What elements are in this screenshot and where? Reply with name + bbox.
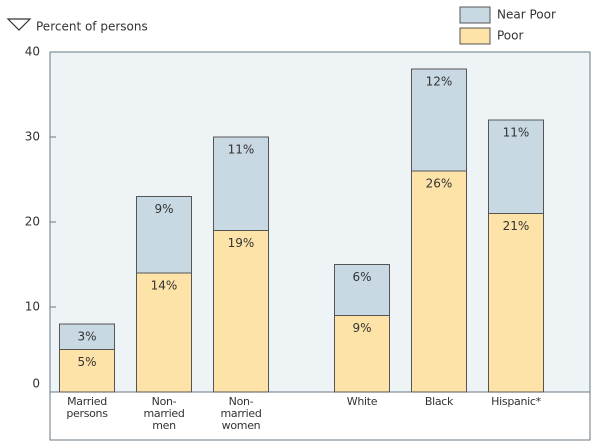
value-label: 19% [228,236,255,250]
value-label: 26% [426,177,453,191]
bar-segment [411,68,467,172]
legend-swatch [459,27,491,45]
value-label: 3% [77,330,96,344]
legend-label: Near Poor [497,8,556,22]
value-label: 14% [151,279,178,293]
y-axis-label: Percent of persons [36,20,148,34]
value-label: 11% [503,126,530,140]
value-label: 21% [503,219,530,233]
legend-label: Poor [497,29,523,43]
x-tick-label: Hispanic* [491,395,541,408]
bar-segment [488,119,544,214]
bar-segment [411,170,467,393]
legend-swatch [459,6,491,24]
y-tick-label: 40 [25,45,40,59]
value-label: 5% [77,355,96,369]
y-tick-label: 20 [25,215,40,229]
value-label: 9% [154,202,173,216]
category-band [49,391,591,441]
bar-segment [334,264,390,316]
x-tick-label: Non- married men [143,395,185,432]
value-label: 6% [352,270,371,284]
bar-segment [488,213,544,393]
bar-segment [334,315,390,393]
value-label: 12% [426,75,453,89]
bar-segment [213,136,269,231]
axis-icon [6,18,32,31]
x-tick-label: Black [424,395,454,408]
x-tick-label: Non- married women [220,395,262,432]
value-label: 9% [352,321,371,335]
bar-segment [136,196,192,274]
bar-segment [213,230,269,393]
y-tick-label: 30 [25,130,40,144]
y-tick-label: 0 [32,377,40,391]
bar-segment [59,323,115,350]
y-tick-label: 10 [25,300,40,314]
x-tick-label: White [346,395,378,408]
x-tick-label: Married persons [66,395,108,420]
value-label: 11% [228,143,255,157]
